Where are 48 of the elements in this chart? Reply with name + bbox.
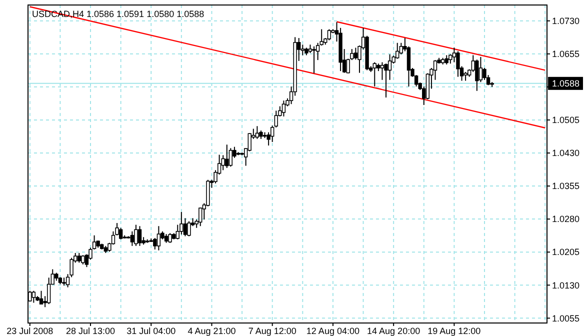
y-tick-label: 1.0055: [552, 313, 580, 324]
candlestick: [456, 50, 460, 78]
x-tick-label: 31 Jul 04:00: [126, 326, 176, 336]
candlestick: [32, 290, 36, 304]
x-tick-label: 7 Aug 12:00: [248, 326, 296, 336]
candlestick: [46, 277, 51, 305]
candlestick: [475, 59, 479, 92]
candlestick: [396, 42, 400, 60]
candlestick: [198, 207, 202, 227]
x-tick-label: 23 Jul 2008: [6, 326, 54, 336]
y-tick-label: 1.0730: [552, 16, 580, 26]
y-tick-label: 1.0655: [552, 49, 580, 60]
x-tick-label: 19 Aug 12:00: [428, 326, 481, 336]
candlestick: [138, 226, 142, 246]
x-tick-label: 14 Aug 20:00: [367, 326, 420, 336]
candlestick: [354, 47, 358, 60]
candlestick: [327, 28, 332, 41]
x-tick-label: 4 Aug 21:00: [188, 326, 236, 336]
x-tick-label: 28 Jul 13:00: [66, 326, 116, 336]
candlestick: [478, 56, 483, 83]
candlestick: [372, 62, 376, 87]
candlestick: [399, 42, 403, 55]
candlestick: [118, 227, 123, 240]
candlestick: [187, 220, 191, 237]
candlestick: [384, 63, 388, 98]
y-tick-label: 1.0280: [552, 214, 580, 224]
candlestick: [380, 62, 384, 80]
y-tick-label: 1.0430: [552, 148, 580, 158]
candlestick: [255, 126, 260, 140]
candlestick: [81, 254, 85, 265]
x-tick-label: 12 Aug 04:00: [306, 326, 360, 336]
candlestick: [77, 252, 81, 264]
candlestick: [39, 290, 44, 305]
ref-line-label: 1.0588: [552, 78, 580, 89]
y-tick-label: 1.0130: [552, 280, 580, 290]
candlestick: [134, 224, 138, 246]
candlestick: [225, 144, 229, 168]
y-tick-label: 1.0205: [552, 247, 580, 258]
candlestick: [312, 46, 316, 74]
candlestick: [156, 226, 161, 251]
candlestick: [130, 230, 134, 246]
candlestick: [153, 237, 157, 250]
candlestick: [282, 100, 286, 117]
candlestick: [228, 148, 233, 168]
y-tick-label: 1.0355: [552, 181, 580, 192]
y-tick-label: 1.0505: [552, 115, 580, 126]
candlestick: [444, 54, 448, 65]
candlestick: [168, 232, 172, 244]
